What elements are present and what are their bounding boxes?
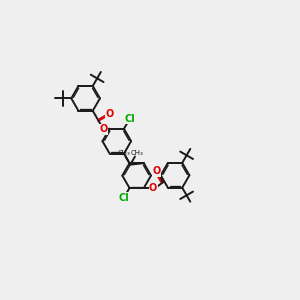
Text: O: O — [105, 110, 114, 119]
Text: Cl: Cl — [118, 193, 129, 203]
Text: O: O — [99, 124, 107, 134]
Text: O: O — [152, 167, 160, 176]
Text: Cl: Cl — [124, 114, 135, 124]
Text: CH₃: CH₃ — [130, 150, 143, 156]
Text: O: O — [149, 183, 157, 193]
Text: CH₃: CH₃ — [117, 150, 130, 156]
